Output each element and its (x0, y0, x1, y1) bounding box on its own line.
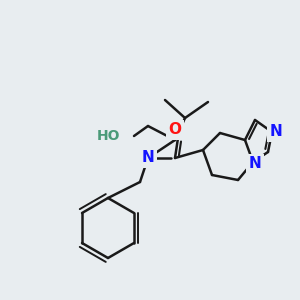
Text: N: N (142, 151, 154, 166)
Text: N: N (249, 157, 261, 172)
Text: HO: HO (96, 129, 120, 143)
Text: N: N (270, 124, 282, 140)
Text: O: O (169, 122, 182, 137)
